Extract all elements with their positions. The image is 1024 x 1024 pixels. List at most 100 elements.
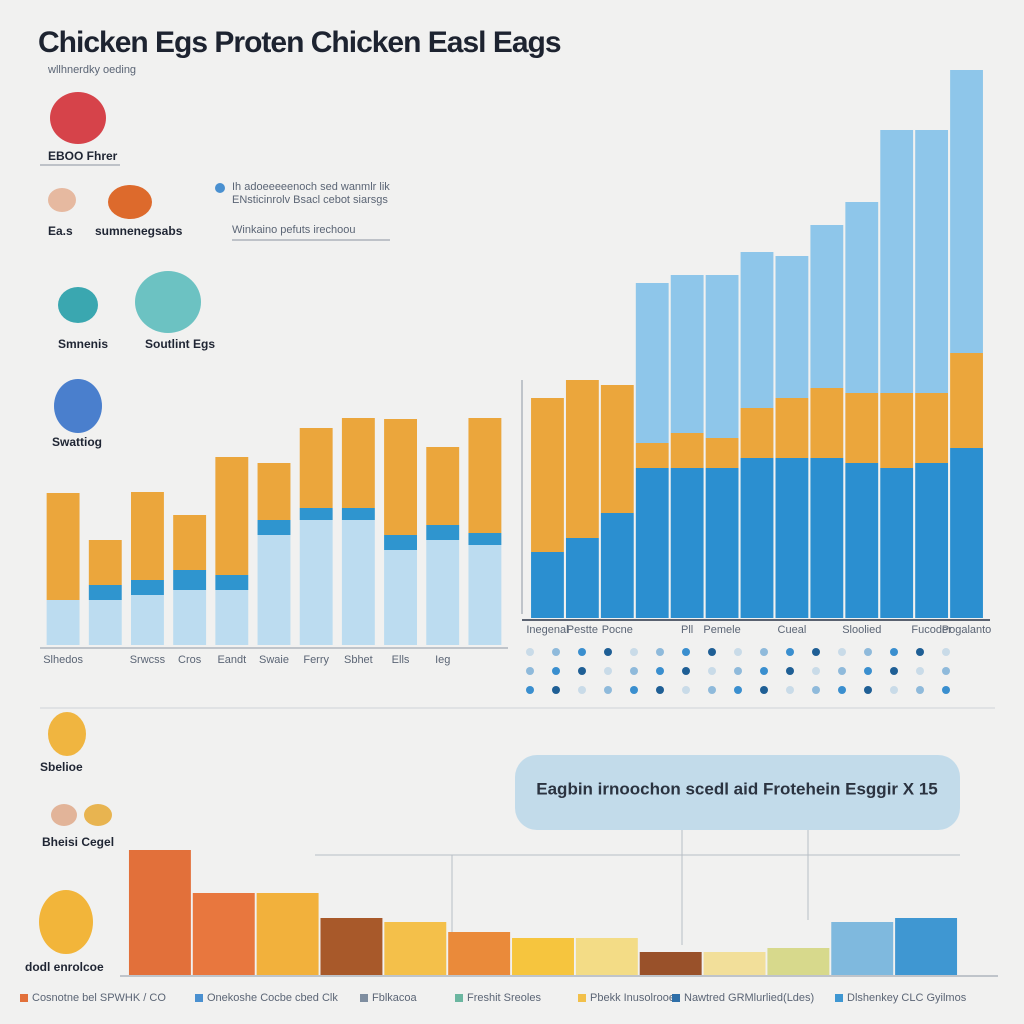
x-tick-label: Pogalanto [942, 624, 992, 636]
bar-segment [384, 535, 417, 550]
bar-segment [845, 463, 879, 618]
bar-segment [950, 448, 983, 618]
dot [812, 648, 820, 656]
bar-segment [341, 520, 375, 645]
dot [864, 648, 872, 656]
dot [604, 667, 612, 675]
bar-segment [600, 513, 634, 618]
dot [916, 648, 924, 656]
bar-segment [299, 508, 333, 520]
bar-segment [131, 580, 164, 595]
bar-segment [215, 457, 249, 575]
bar-segment [915, 130, 949, 393]
egg-label: EBOO Fhrer [48, 149, 118, 163]
bar-segment [635, 283, 669, 443]
bar-segment [341, 418, 375, 508]
bar-segment [468, 533, 502, 545]
dot [656, 686, 664, 694]
dot-grid [526, 648, 950, 694]
bar [703, 952, 766, 975]
bar-segment [915, 463, 949, 618]
bar-segment [740, 252, 774, 408]
dot [760, 648, 768, 656]
dot [552, 648, 560, 656]
bar [639, 952, 702, 975]
x-tick-label: Pll [681, 624, 693, 636]
legend-label: Fblkacoa [372, 992, 418, 1004]
bar [384, 922, 447, 975]
legend-swatch [672, 994, 680, 1002]
bar-segment [173, 515, 207, 570]
dot [890, 686, 898, 694]
bar-segment [775, 256, 809, 398]
dot [552, 667, 560, 675]
bar [831, 922, 894, 975]
legend-swatch [455, 994, 463, 1002]
dot [526, 667, 534, 675]
bar [895, 918, 958, 975]
legend-swatch [578, 994, 586, 1002]
callout-box [515, 755, 960, 830]
dot [630, 648, 638, 656]
dot [552, 686, 560, 694]
legend-label: Dlshenkey CLC Gyilmos [847, 992, 967, 1004]
bar-segment [810, 388, 844, 458]
legend-swatch [195, 994, 203, 1002]
dot [630, 686, 638, 694]
egg-label: Soutlint Egs [145, 337, 215, 351]
bar-segment [740, 458, 774, 618]
bar-segment [257, 520, 291, 535]
dot [734, 648, 742, 656]
bar-segment [131, 492, 164, 580]
dot [864, 686, 872, 694]
dot [682, 648, 690, 656]
dot [578, 686, 586, 694]
bar-segment [131, 595, 164, 645]
dot [526, 648, 534, 656]
bar-segment [775, 398, 809, 458]
dot [864, 667, 872, 675]
dot [708, 686, 716, 694]
dot [708, 648, 716, 656]
bar-segment [88, 540, 122, 585]
dot [916, 667, 924, 675]
bar-segment [600, 385, 634, 513]
x-tick-label: Inegenal [526, 624, 568, 636]
subtitle: wllhnerdky oeding [47, 64, 136, 76]
dot [890, 667, 898, 675]
x-tick-label: Cros [178, 654, 202, 666]
dot [682, 667, 690, 675]
bar-segment [740, 408, 774, 458]
bar-segment [915, 393, 949, 463]
dot [942, 686, 950, 694]
dot [630, 667, 638, 675]
bar [512, 938, 574, 975]
callout-connectors [315, 830, 960, 945]
x-tick-label: Pemele [703, 624, 740, 636]
bar-segment [426, 525, 460, 540]
bar-segment [565, 380, 599, 538]
bar-segment [845, 393, 879, 463]
bar-segment [299, 428, 333, 508]
dot [786, 686, 794, 694]
bar-segment [468, 545, 502, 645]
bar-segment [635, 443, 669, 468]
egg-icons [39, 92, 225, 954]
dot [760, 686, 768, 694]
bar-segment [426, 447, 460, 525]
x-tick-label: Fucoder [911, 624, 952, 636]
bar-segment [215, 575, 249, 590]
bar [575, 938, 638, 975]
dot [656, 667, 664, 675]
dot [838, 686, 846, 694]
egg-label: dodl enrolcoe [25, 960, 104, 974]
dot [838, 667, 846, 675]
egg-label: Swattiog [52, 435, 102, 449]
bar-segment [705, 275, 739, 438]
legend-label: Onekoshe Cocbe cbed Clk [207, 992, 338, 1004]
bar-segment [845, 202, 879, 393]
x-tick-label: Swaie [259, 654, 289, 666]
bar-segment [635, 468, 669, 618]
dot [786, 667, 794, 675]
